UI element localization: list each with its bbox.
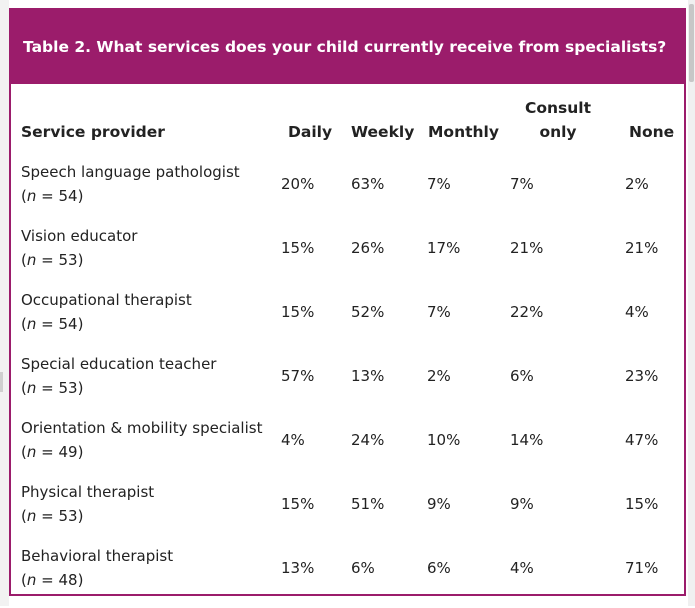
n-label: n xyxy=(26,251,37,269)
cell-consult-only: 6% xyxy=(510,367,534,385)
cell-weekly: 51% xyxy=(351,495,385,513)
provider-name: Speech language pathologist xyxy=(21,163,240,181)
header-daily: Daily xyxy=(288,123,333,141)
n-count: = 54) xyxy=(36,187,84,205)
header-consult-line2: only xyxy=(539,123,577,141)
row-provider: Orientation & mobility specialist (n = 49… xyxy=(21,416,262,464)
cell-weekly: 63% xyxy=(351,175,385,193)
cell-weekly: 26% xyxy=(351,239,385,257)
row-provider: Physical therapist (n = 53) xyxy=(21,480,154,528)
cell-daily: 15% xyxy=(281,495,315,513)
n-open-paren: ( xyxy=(21,379,27,397)
cell-monthly: 9% xyxy=(427,495,451,513)
table-row: Physical therapist (n = 53) 15% 51% 9% 9% 15% xyxy=(11,480,684,544)
cell-weekly: 52% xyxy=(351,303,385,321)
cell-consult-only: 21% xyxy=(510,239,544,257)
row-provider: Occupational therapist (n = 54) xyxy=(21,288,192,336)
left-scroll-gutter xyxy=(0,0,9,606)
n-count: = 49) xyxy=(36,443,84,461)
cell-monthly: 7% xyxy=(427,175,451,193)
gutter-marker xyxy=(0,372,3,392)
cell-monthly: 7% xyxy=(427,303,451,321)
table-row: Behavioral therapist (n = 48) 13% 6% 6% 4% 71% xyxy=(11,544,684,608)
n-label: n xyxy=(26,187,37,205)
cell-none: 71% xyxy=(625,559,659,577)
provider-name: Special education teacher xyxy=(21,355,217,373)
n-open-paren: ( xyxy=(21,315,27,333)
header-consult-line1: Consult xyxy=(524,99,592,117)
provider-name: Orientation & mobility specialist xyxy=(21,419,263,437)
row-provider: Speech language pathologist (n = 54) xyxy=(21,160,240,208)
n-open-paren: ( xyxy=(21,251,27,269)
provider-name: Vision educator xyxy=(21,227,138,245)
cell-weekly: 24% xyxy=(351,431,385,449)
cell-daily: 4% xyxy=(281,431,305,449)
header-row: Service provider Daily Weekly Monthly Co… xyxy=(11,94,684,154)
cell-none: 23% xyxy=(625,367,659,385)
n-open-paren: ( xyxy=(21,443,27,461)
header-monthly: Monthly xyxy=(428,123,499,141)
header-none: None xyxy=(629,123,675,141)
table-row: Orientation & mobility specialist (n = 49… xyxy=(11,416,684,480)
n-label: n xyxy=(26,507,37,525)
cell-none: 4% xyxy=(625,303,649,321)
header-consult-only: Consult only xyxy=(523,96,593,144)
cell-none: 47% xyxy=(625,431,659,449)
cell-monthly: 10% xyxy=(427,431,461,449)
n-open-paren: ( xyxy=(21,571,27,589)
cell-daily: 15% xyxy=(281,239,315,257)
n-count: = 53) xyxy=(36,507,84,525)
header-weekly: Weekly xyxy=(351,123,415,141)
n-count: = 53) xyxy=(36,251,84,269)
n-label: n xyxy=(26,379,37,397)
cell-none: 15% xyxy=(625,495,659,513)
services-table: Table 2. What services does your child c… xyxy=(9,8,686,596)
table-caption: Table 2. What services does your child c… xyxy=(11,10,684,84)
row-provider: Special education teacher (n = 53) xyxy=(21,352,216,400)
table-row: Special education teacher (n = 53) 57% 13% 2… xyxy=(11,352,684,416)
cell-weekly: 6% xyxy=(351,559,375,577)
table-row: Occupational therapist (n = 54) 15% 52% 7% 22… xyxy=(11,288,684,352)
cell-monthly: 6% xyxy=(427,559,451,577)
cell-weekly: 13% xyxy=(351,367,385,385)
n-label: n xyxy=(26,443,37,461)
cell-daily: 20% xyxy=(281,175,315,193)
row-provider: Vision educator (n = 53) xyxy=(21,224,137,272)
cell-consult-only: 14% xyxy=(510,431,544,449)
n-count: = 48) xyxy=(36,571,84,589)
n-count: = 53) xyxy=(36,379,84,397)
n-open-paren: ( xyxy=(21,507,27,525)
n-label: n xyxy=(26,315,37,333)
cell-monthly: 2% xyxy=(427,367,451,385)
cell-consult-only: 7% xyxy=(510,175,534,193)
cell-none: 21% xyxy=(625,239,659,257)
n-label: n xyxy=(26,571,37,589)
cell-daily: 57% xyxy=(281,367,315,385)
provider-name: Physical therapist xyxy=(21,483,155,501)
cell-none: 2% xyxy=(625,175,649,193)
cell-daily: 15% xyxy=(281,303,315,321)
page-scrollbar[interactable] xyxy=(688,0,695,606)
n-count: = 54) xyxy=(36,315,84,333)
n-open-paren: ( xyxy=(21,187,27,205)
table-row: Speech language pathologist (n = 54) 20% 63… xyxy=(11,160,684,224)
cell-consult-only: 22% xyxy=(510,303,544,321)
scrollbar-thumb[interactable] xyxy=(689,4,694,82)
provider-name: Behavioral therapist xyxy=(21,547,174,565)
cell-consult-only: 4% xyxy=(510,559,534,577)
table-row: Vision educator (n = 53) 15% 26% 17% 21% 21% xyxy=(11,224,684,288)
row-provider: Behavioral therapist (n = 48) xyxy=(21,544,173,592)
cell-monthly: 17% xyxy=(427,239,461,257)
header-service-provider: Service provider xyxy=(21,123,165,141)
provider-name: Occupational therapist xyxy=(21,291,192,309)
cell-daily: 13% xyxy=(281,559,315,577)
cell-consult-only: 9% xyxy=(510,495,534,513)
